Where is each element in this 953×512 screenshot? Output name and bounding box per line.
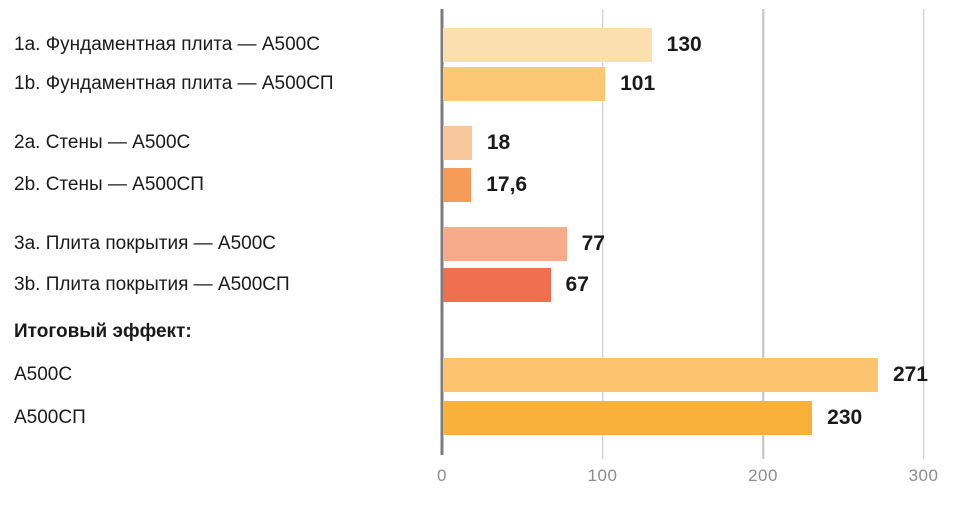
- gridline-200: [762, 9, 764, 459]
- value-label: 18: [486, 131, 511, 154]
- bar-row: 2b. Стены — А500СП 17,6: [0, 168, 953, 202]
- bar: [443, 268, 551, 302]
- x-tick-label: 0: [437, 466, 447, 485]
- bar: [443, 358, 878, 392]
- x-tick-label: 200: [748, 466, 778, 485]
- value-label: 101: [620, 72, 656, 95]
- row-label: 1a. Фундаментная плита — А500С: [14, 34, 320, 55]
- bar-row: 2a. Стены — А500С 18: [0, 126, 953, 160]
- value-label: 17,6: [486, 173, 528, 196]
- bar: [443, 168, 472, 202]
- row-label: 1b. Фундаментная плита — А500СП: [14, 73, 334, 94]
- bar: [443, 227, 567, 261]
- value-label: 130: [666, 33, 702, 56]
- bar-row: 3a. Плита покрытия — А500С 77: [0, 227, 953, 261]
- bar-row: 1a. Фундаментная плита — А500С 130: [0, 28, 953, 62]
- bar-row: А500С 271: [0, 358, 953, 392]
- x-tick-label: 300: [908, 466, 939, 485]
- gridline-100: [601, 9, 604, 459]
- bar-row: 1b. Фундаментная плита — А500СП 101: [0, 67, 953, 101]
- axis-line: [440, 9, 444, 455]
- bar: [443, 126, 472, 160]
- row-label: 2a. Стены — А500С: [14, 132, 191, 153]
- bar: [443, 67, 606, 101]
- row-label: 2b. Стены — А500СП: [14, 174, 204, 195]
- bar-row: А500СП 230: [0, 401, 953, 435]
- bar: [443, 401, 813, 435]
- row-label: А500С: [14, 364, 73, 385]
- value-label: 230: [827, 406, 863, 429]
- row-label: А500СП: [14, 407, 86, 428]
- bar: [443, 28, 652, 62]
- value-label: 67: [565, 273, 589, 296]
- x-tick-label: 100: [587, 466, 618, 485]
- gridline-300: [922, 9, 925, 459]
- value-label: 77: [581, 232, 605, 255]
- bar-row: 3b. Плита покрытия — А500СП 67: [0, 268, 953, 302]
- row-label: 3b. Плита покрытия — А500СП: [14, 274, 290, 295]
- row-label: 3a. Плита покрытия — А500С: [14, 233, 277, 254]
- section-header: Итоговый эффект:: [14, 321, 192, 342]
- value-label: 271: [892, 363, 928, 386]
